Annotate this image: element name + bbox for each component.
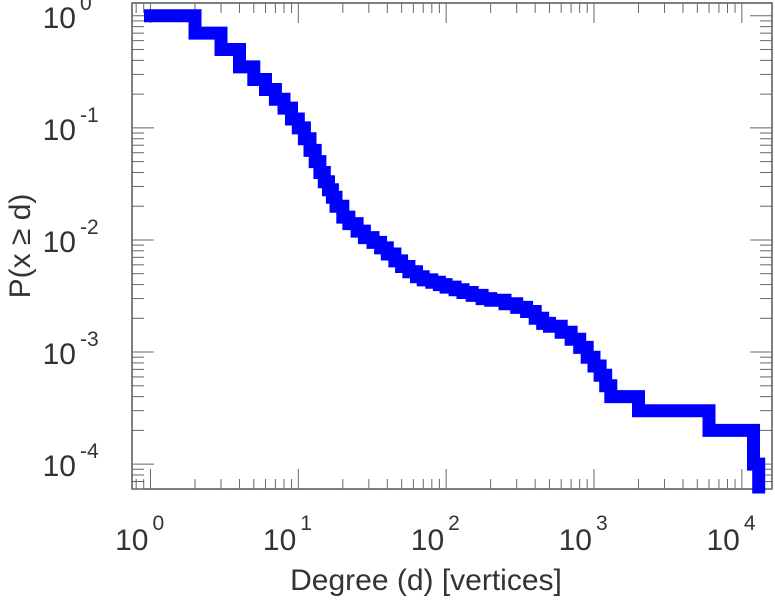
- y-tick-label: 10 0: [43, 0, 92, 35]
- x-tick-exponent: 4: [744, 512, 756, 535]
- x-tick-base: 10: [559, 524, 592, 557]
- minor-ticks: [132, 3, 772, 490]
- x-tick-base: 10: [263, 524, 296, 557]
- y-tick-base: 10: [43, 2, 76, 35]
- x-tick-exponent: 1: [300, 512, 312, 535]
- y-tick-exponent: -3: [80, 328, 99, 351]
- x-tick-label: 101: [263, 512, 312, 557]
- x-tick-exponent: 0: [152, 512, 164, 535]
- y-tick-base: 10: [43, 226, 76, 259]
- y-tick-exponent: -4: [80, 440, 99, 463]
- x-tick-label: 104: [706, 512, 755, 557]
- y-tick-base: 10: [43, 338, 76, 371]
- y-tick-label: 10 -1: [43, 104, 99, 147]
- x-axis-label: Degree (d) [vertices]: [290, 564, 562, 597]
- ccdf-step-line: [144, 9, 766, 494]
- x-tick-exponent: 2: [448, 512, 460, 535]
- y-axis-label: P(x ≥ d): [4, 194, 37, 299]
- x-tick-label: 102: [411, 512, 460, 557]
- y-tick-exponent: -1: [80, 104, 99, 127]
- x-tick-base: 10: [115, 524, 148, 557]
- y-tick-base: 10: [43, 114, 76, 147]
- y-tick-exponent: -2: [80, 216, 99, 239]
- x-tick-label: 103: [559, 512, 608, 557]
- series-layer: [144, 9, 766, 494]
- x-tick-base: 10: [411, 524, 444, 557]
- y-tick-base: 10: [43, 450, 76, 483]
- x-tick-base: 10: [706, 524, 739, 557]
- major-ticks: [132, 3, 772, 489]
- y-tick-label: 10 -3: [43, 328, 99, 371]
- plot-frame: [131, 2, 773, 490]
- y-tick-label: 10 -4: [43, 440, 99, 483]
- x-tick-label: 100: [115, 512, 164, 557]
- y-tick-exponent: 0: [80, 0, 92, 15]
- y-tick-label: 10 -2: [43, 216, 99, 259]
- x-tick-exponent: 3: [596, 512, 608, 535]
